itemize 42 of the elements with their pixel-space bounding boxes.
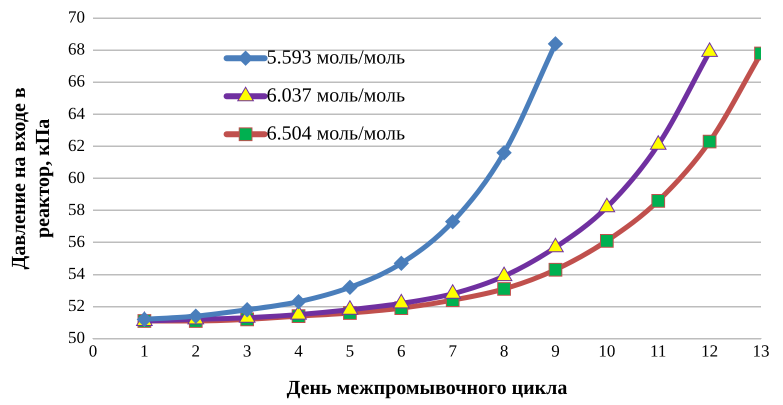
y-tick-label: 56 (68, 232, 85, 251)
y-tick-label: 58 (68, 200, 85, 219)
point (342, 280, 358, 295)
y-tick-label: 66 (68, 72, 85, 91)
y-tick-label: 62 (68, 136, 85, 155)
x-tick-label: 6 (397, 341, 406, 360)
y-tick-label: 68 (68, 40, 85, 59)
y-axis-title: Давление на входе в реактор, кПа (8, 87, 54, 270)
legend-label: 6.504 моль/моль (266, 122, 406, 144)
point (600, 234, 614, 248)
x-tick-label: 13 (752, 341, 770, 360)
point (497, 282, 511, 296)
point (496, 145, 512, 160)
y-tick-label: 54 (68, 264, 86, 283)
x-tick-label: 10 (598, 341, 616, 360)
point (651, 194, 666, 208)
point (548, 36, 563, 52)
x-tick-label: 4 (294, 341, 304, 360)
legend-label: 6.037 моль/моль (266, 84, 406, 106)
x-tick-label: 12 (701, 341, 718, 360)
x-tick-label: 5 (346, 341, 354, 360)
y-tick-label: 50 (68, 328, 85, 348)
y-tick-label: 64 (68, 104, 86, 123)
x-tick-label: 1 (140, 341, 149, 360)
y-tick-label: 70 (68, 8, 85, 27)
y-tick-label: 52 (68, 296, 85, 316)
x-tick-label: 3 (242, 341, 252, 360)
x-tick-label: 7 (448, 341, 458, 360)
x-tick-label: 9 (551, 341, 560, 360)
x-axis-title: День межпромывочного цикла (286, 377, 568, 400)
x-tick-label: 11 (650, 341, 666, 360)
x-tick-label: 0 (88, 341, 98, 360)
point (445, 214, 460, 230)
point (240, 302, 255, 318)
y-tick-label: 60 (68, 168, 85, 187)
point (702, 134, 716, 148)
point (394, 256, 409, 271)
legend-label: 5.593 моль/моль (266, 46, 406, 68)
x-tick-label: 2 (192, 341, 200, 360)
point (291, 294, 306, 310)
point (548, 262, 562, 277)
x-tick-label: 8 (500, 341, 508, 360)
